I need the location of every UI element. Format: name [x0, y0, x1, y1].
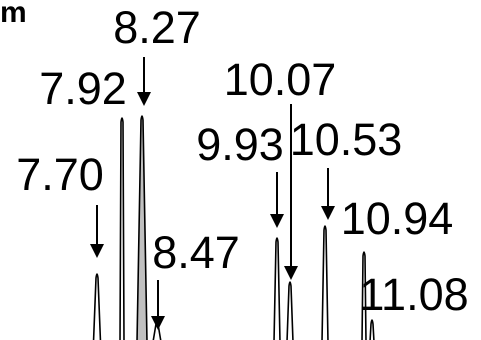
peak-8 [369, 319, 375, 340]
peak-label-6: 10.53 [290, 114, 403, 165]
peak-label-2: 8.27 [113, 2, 201, 53]
peak-label-1: 7.92 [39, 63, 127, 114]
peak-arrow-2 [137, 57, 151, 106]
peak-label-5: 10.07 [224, 54, 337, 105]
panel-label: m [0, 0, 27, 29]
peak-label-3: 8.47 [152, 227, 240, 278]
peaks-layer [92, 115, 375, 340]
peak-0 [92, 273, 102, 340]
peak-label-7: 10.94 [341, 193, 454, 244]
peak-7 [361, 251, 367, 340]
arrows-layer [90, 57, 335, 330]
peak-2 [136, 115, 148, 340]
peak-label-0: 7.70 [16, 149, 104, 200]
peak-label-8: 11.08 [359, 269, 468, 320]
peak-6 [321, 225, 329, 340]
peak-arrow-5 [284, 104, 298, 280]
peak-labels-layer: 7.70 7.92 8.27 8.47 9.93 10.07 10.53 10.94 11.08 [16, 2, 468, 320]
peak-label-4: 9.93 [196, 119, 284, 170]
peak-5 [286, 281, 294, 340]
peak-4 [273, 237, 281, 340]
peak-1 [119, 117, 125, 340]
peak-arrow-4 [270, 172, 284, 228]
peak-arrow-0 [90, 205, 104, 258]
peak-arrow-3 [151, 280, 165, 330]
peak-arrow-6 [321, 168, 335, 220]
